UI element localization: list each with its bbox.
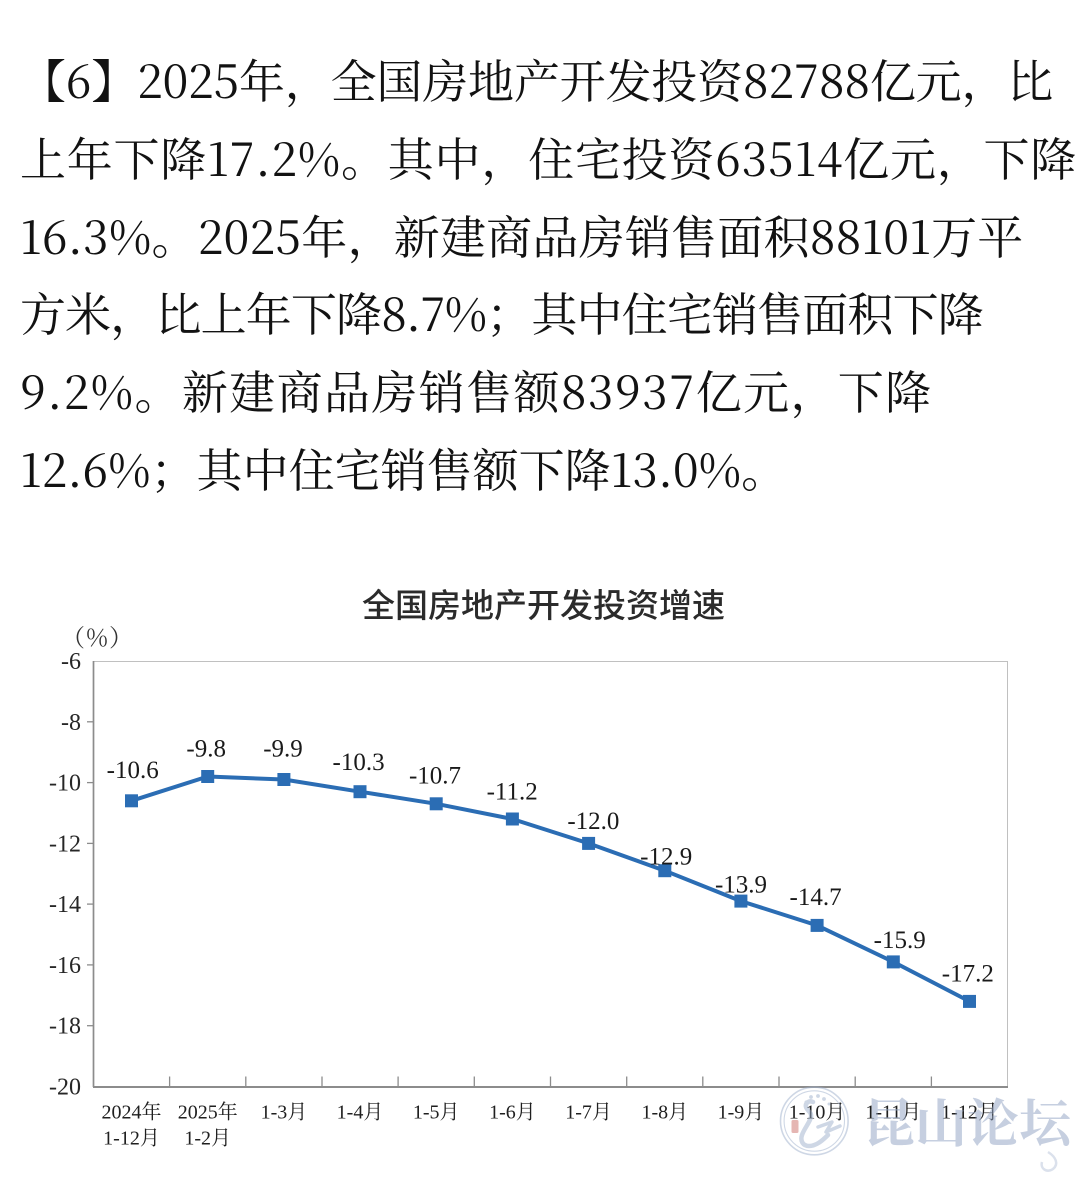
svg-text:-15.9: -15.9: [874, 927, 926, 954]
svg-text:1-12月: 1-12月: [103, 1128, 160, 1150]
svg-text:-12.0: -12.0: [567, 808, 619, 835]
svg-text:-18: -18: [49, 1014, 81, 1040]
svg-text:-20: -20: [49, 1075, 81, 1101]
svg-text:（％）: （％）: [61, 626, 133, 652]
svg-text:昆山论坛: 昆山论坛: [863, 1097, 1075, 1154]
svg-text:-10: -10: [49, 771, 81, 797]
svg-text:1-5月: 1-5月: [413, 1102, 460, 1124]
svg-text:1-9月: 1-9月: [718, 1102, 765, 1124]
svg-text:-6: -6: [61, 649, 81, 675]
svg-text:1-6月: 1-6月: [489, 1102, 536, 1124]
svg-text:-9.8: -9.8: [186, 736, 226, 763]
svg-text:2025年: 2025年: [178, 1101, 238, 1124]
svg-text:-17.2: -17.2: [942, 961, 994, 988]
svg-text:-12: -12: [49, 831, 81, 857]
svg-text:1-2月: 1-2月: [184, 1128, 231, 1150]
svg-text:1-4月: 1-4月: [337, 1102, 384, 1124]
svg-text:-14: -14: [49, 892, 81, 918]
svg-text:1-3月: 1-3月: [261, 1102, 308, 1124]
svg-text:-10.7: -10.7: [409, 762, 461, 789]
svg-text:-12.9: -12.9: [640, 844, 692, 871]
svg-text:-9.9: -9.9: [263, 736, 303, 763]
svg-text:1-11月: 1-11月: [865, 1102, 921, 1124]
svg-text:1-7月: 1-7月: [565, 1102, 612, 1124]
svg-text:-16: -16: [49, 953, 81, 979]
svg-text:1-10月: 1-10月: [789, 1102, 846, 1124]
svg-text:1-8月: 1-8月: [641, 1102, 688, 1124]
svg-text:-8: -8: [61, 710, 81, 736]
svg-text:-10.3: -10.3: [333, 749, 385, 776]
svg-text:-10.6: -10.6: [107, 757, 159, 784]
svg-text:2024年: 2024年: [102, 1101, 162, 1124]
svg-text:-11.2: -11.2: [487, 779, 538, 806]
svg-text:-13.9: -13.9: [715, 871, 767, 898]
svg-text:-14.7: -14.7: [790, 884, 842, 911]
svg-text:1-12月: 1-12月: [941, 1102, 998, 1124]
